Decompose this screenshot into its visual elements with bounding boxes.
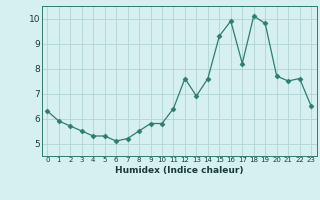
X-axis label: Humidex (Indice chaleur): Humidex (Indice chaleur) <box>115 166 244 175</box>
